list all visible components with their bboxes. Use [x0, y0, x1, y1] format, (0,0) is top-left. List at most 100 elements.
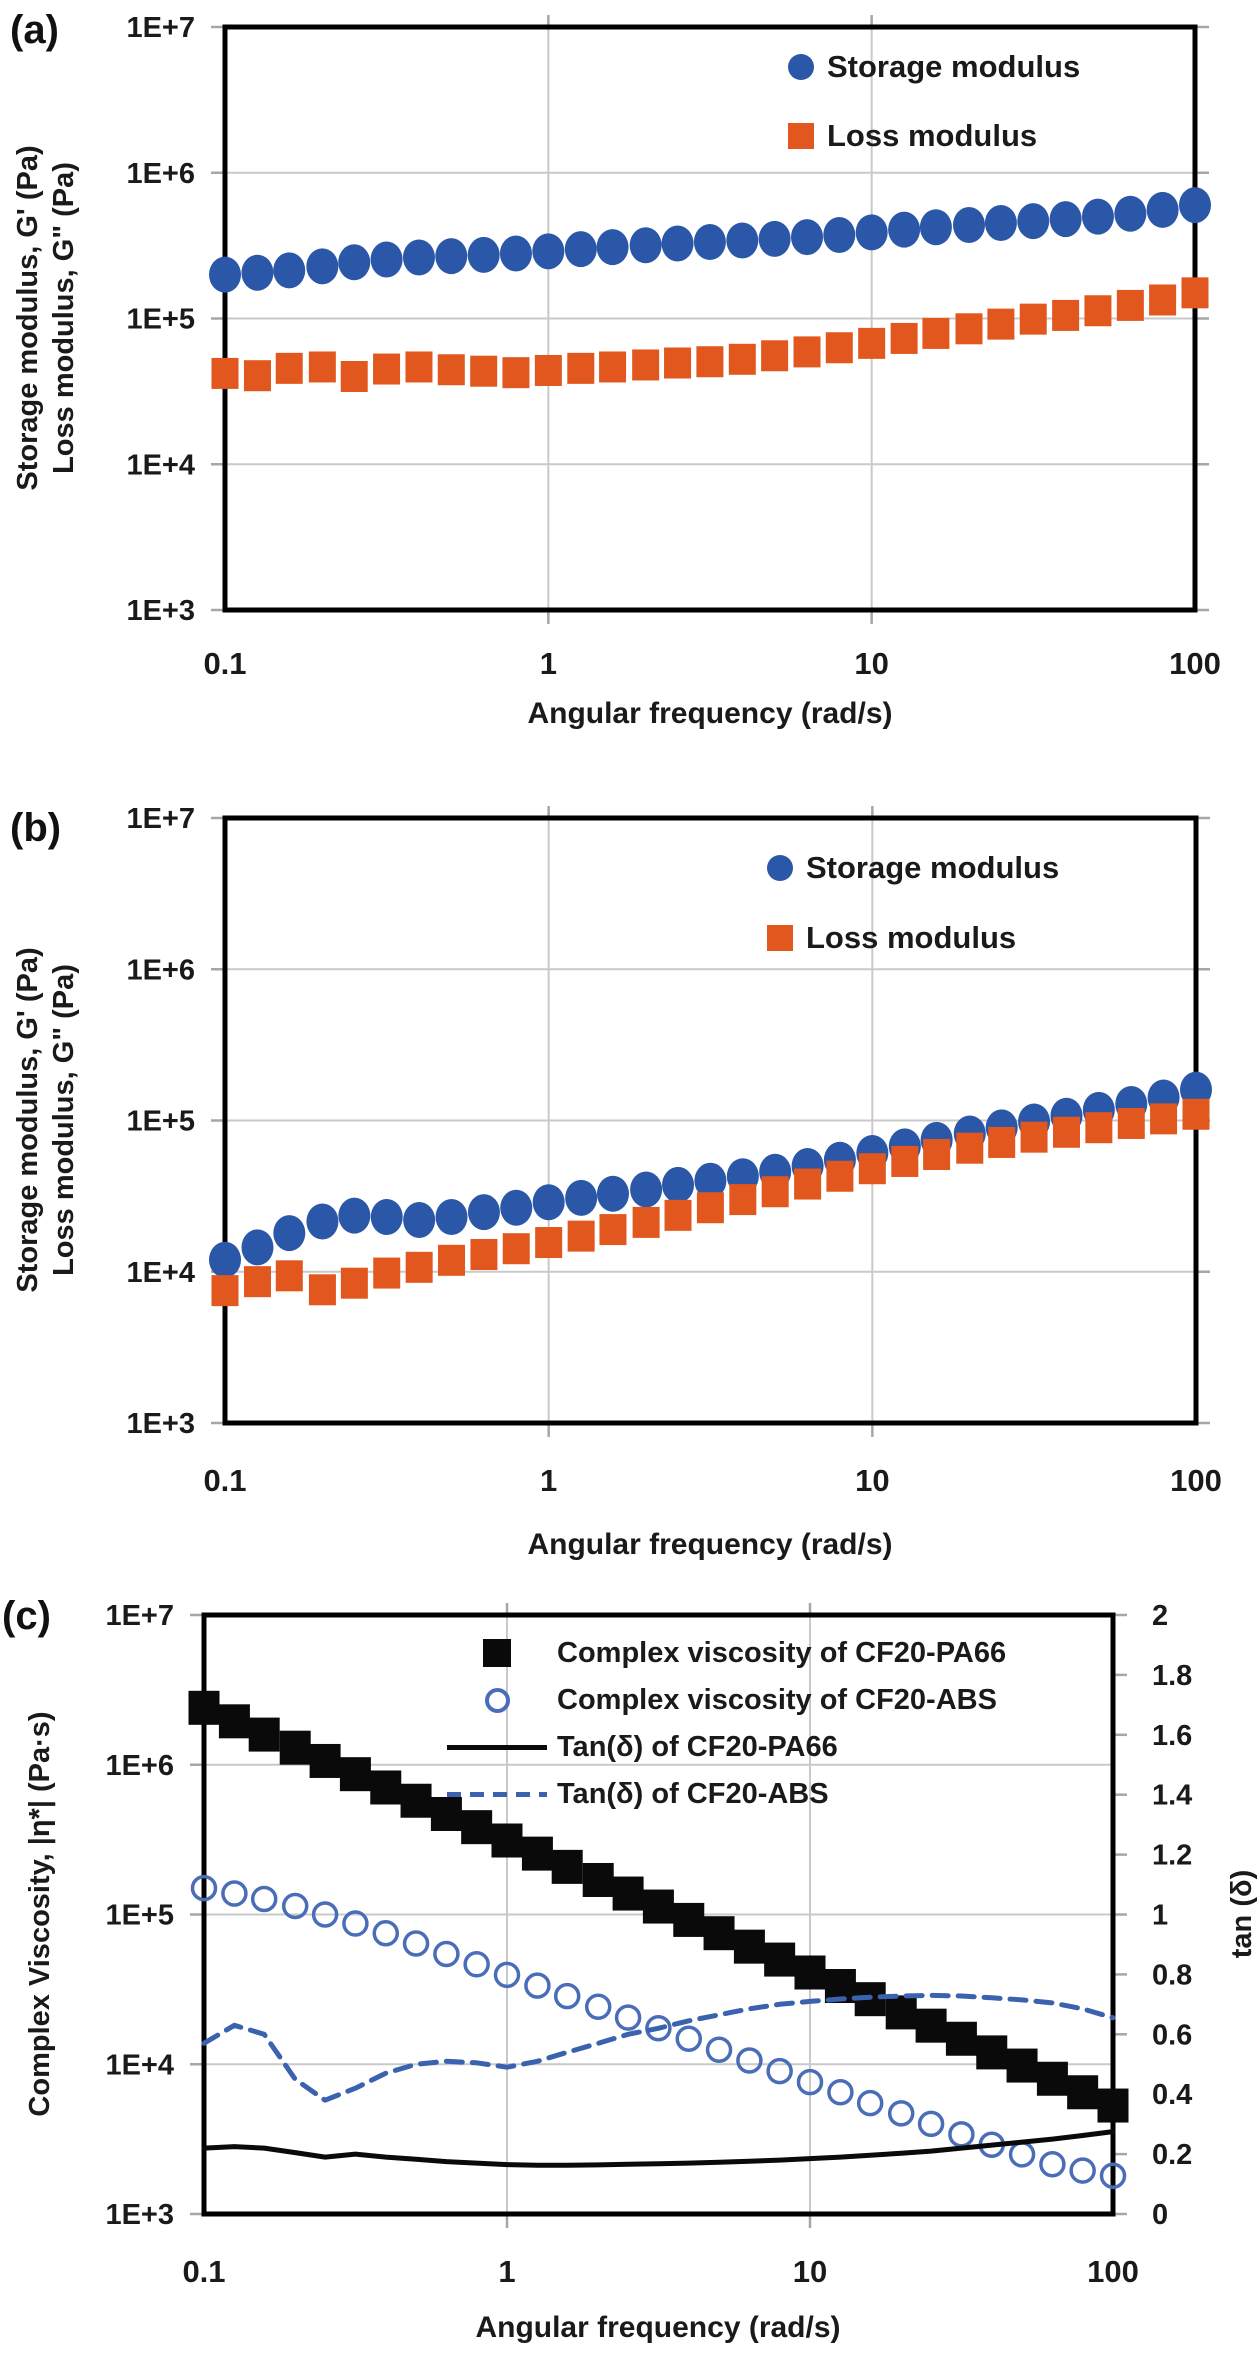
- y-tick-label: 1E+7: [126, 803, 195, 835]
- legend-item-tan-delta-pa66: Tan(δ) of CF20-PA66: [447, 1727, 1006, 1767]
- y-tick-label: 1E+5: [105, 1900, 174, 1932]
- secondary-y-tick-label: 1.8: [1152, 1660, 1192, 1692]
- x-tick-label: 10: [854, 646, 888, 681]
- marker-zone: [447, 1744, 547, 1750]
- x-axis-label-a: Angular frequency (rad/s): [527, 697, 893, 730]
- x-tick-label: 10: [855, 1463, 889, 1498]
- x-tick-label: 100: [1087, 2254, 1139, 2289]
- y-tick-label: 1E+4: [105, 2049, 174, 2081]
- legend-label: Complex viscosity of CF20-PA66: [557, 1636, 1007, 1669]
- y-tick-label: 1E+4: [126, 1257, 195, 1289]
- marker-zone: [447, 1791, 547, 1797]
- y-tick-label: 1E+3: [126, 1408, 195, 1440]
- y-tick-label: 1E+3: [126, 595, 195, 627]
- panel-label-c: (c): [2, 1594, 51, 1638]
- storage-modulus-circle-icon: [767, 855, 793, 881]
- legend-item-storage-modulus: Storage modulus: [788, 46, 1080, 88]
- secondary-y-tick-label: 0.4: [1152, 2079, 1192, 2111]
- y-axis-label-c: Complex Viscosity, |η*| (Pa·s): [22, 1574, 58, 2254]
- legend-label: Storage modulus: [806, 850, 1060, 885]
- series-loss-modulus: [211, 277, 1209, 392]
- secondary-y-tick-label: 0: [1152, 2199, 1168, 2231]
- y-axis-label-b-line2: Loss modulus, G" (Pa): [48, 964, 80, 1276]
- x-tick-label: 0.1: [203, 1463, 246, 1498]
- legend-label: Loss modulus: [827, 118, 1038, 153]
- chart-(c): 1E+71E+61E+51E+41E+30.1 1 10 10021.81.61.41…: [105, 1600, 1192, 2289]
- legend-c: Complex viscosity of CF20-PA66 Complex v…: [447, 1633, 1006, 1814]
- legend-item-tan-delta-abs: Tan(δ) of CF20-ABS: [447, 1774, 1006, 1814]
- y-tick-label: 1E+6: [105, 1750, 174, 1782]
- legend-item-complex-viscosity-abs: Complex viscosity of CF20-ABS: [447, 1680, 1006, 1720]
- y-axis-label-a-line2: Loss modulus, G" (Pa): [48, 162, 80, 474]
- x-axis-label-b: Angular frequency (rad/s): [527, 1528, 893, 1561]
- secondary-y-tick-label: 1.4: [1152, 1780, 1192, 1812]
- y-tick-label: 1E+5: [126, 304, 195, 336]
- loss-modulus-square-icon: [788, 123, 814, 149]
- x-tick-label: 100: [1170, 1463, 1222, 1498]
- tick-labels: 1E+7 1E+6 1E+5 1E+4 1E+30.1 1 10 100: [126, 12, 1220, 681]
- series-complex-viscosity-of-cf20-pa66: [188, 1690, 1129, 2123]
- legend-label: Tan(δ) of CF20-PA66: [557, 1730, 838, 1763]
- y-axis-label-a: Storage modulus, G' (Pa) Loss modulus, G…: [10, 18, 84, 618]
- series-loss-modulus: [211, 1098, 1210, 1307]
- tan-delta-pa66-solid-line-icon: [447, 1744, 547, 1750]
- secondary-y-tick-label: 0.6: [1152, 2019, 1192, 2051]
- complex-viscosity-abs-open-circle-icon: [484, 1687, 510, 1713]
- legend-b: Storage modulus Loss modulus: [767, 847, 1059, 959]
- y-tick-label: 1E+6: [126, 158, 195, 190]
- x-tick-label: 1: [540, 1463, 557, 1498]
- x-tick-label: 10: [793, 2254, 827, 2289]
- legend-label: Complex viscosity of CF20-ABS: [557, 1683, 997, 1716]
- legend-label: Storage modulus: [827, 49, 1081, 84]
- loss-modulus-square-icon: [767, 925, 793, 951]
- secondary-y-tick-label: 0.2: [1152, 2139, 1192, 2171]
- secondary-y-tick-label: 1: [1152, 1900, 1168, 1932]
- x-tick-label: 1: [498, 2254, 515, 2289]
- secondary-y-tick-label: 1.6: [1152, 1720, 1192, 1752]
- legend-item-loss-modulus: Loss modulus: [767, 917, 1059, 959]
- tick-labels: 1E+7 1E+6 1E+5 1E+4 1E+30.1 1 10 100: [126, 803, 1221, 1498]
- y-tick-label: 1E+4: [126, 449, 195, 481]
- y-tick-label: 1E+3: [105, 2199, 174, 2231]
- series-storage-modulus: [209, 187, 1211, 293]
- complex-viscosity-pa66-square-icon: [483, 1639, 511, 1667]
- y-tick-label: 1E+6: [126, 954, 195, 986]
- x-axis-label-c: Angular frequency (rad/s): [475, 2311, 841, 2344]
- series-tan-of-cf20-abs: [201, 1992, 1116, 2103]
- chart-(a): 1E+7 1E+6 1E+5 1E+4 1E+30.1 1 10 100: [126, 12, 1220, 681]
- tan-delta-abs-dashed-line-icon: [447, 1791, 547, 1797]
- panel-label-b: (b): [10, 806, 62, 850]
- chart-(b): 1E+7 1E+6 1E+5 1E+4 1E+30.1 1 10 100: [126, 803, 1221, 1498]
- secondary-y-tick-label: 1.2: [1152, 1840, 1192, 1872]
- y-axis-label-a-line1: Storage modulus, G' (Pa): [12, 145, 44, 491]
- legend-item-storage-modulus: Storage modulus: [767, 847, 1059, 889]
- secondary-y-tick-label: 2: [1152, 1600, 1168, 1632]
- legend-item-loss-modulus: Loss modulus: [788, 115, 1080, 157]
- secondary-y-axis-label-c: tan (δ): [1226, 1869, 1258, 1959]
- y-axis-label-c-line1: Complex Viscosity, |η*| (Pa·s): [24, 1711, 56, 2117]
- legend-a: Storage modulus Loss modulus: [788, 46, 1080, 157]
- marker-zone: [447, 1639, 547, 1667]
- secondary-y-tick-label: 0.8: [1152, 1959, 1192, 1991]
- y-axis-label-b-line1: Storage modulus, G' (Pa): [12, 947, 44, 1293]
- legend-item-complex-viscosity-pa66: Complex viscosity of CF20-PA66: [447, 1633, 1006, 1673]
- series-complex-viscosity-of-cf20-abs: [190, 1874, 1127, 2190]
- y-tick-label: 1E+5: [126, 1106, 195, 1138]
- marker-zone: [447, 1687, 547, 1713]
- x-tick-label: 0.1: [182, 2254, 225, 2289]
- storage-modulus-circle-icon: [788, 54, 814, 80]
- series-storage-modulus: [209, 1071, 1212, 1278]
- tick-labels: 1E+71E+61E+51E+41E+30.1 1 10 10021.81.61.41…: [105, 1600, 1192, 2289]
- y-axis-label-b: Storage modulus, G' (Pa) Loss modulus, G…: [10, 820, 84, 1420]
- x-tick-label: 1: [540, 646, 557, 681]
- series-tan-of-cf20-pa66: [201, 2129, 1116, 2168]
- y-tick-label: 1E+7: [126, 12, 195, 44]
- x-tick-label: 0.1: [203, 646, 246, 681]
- x-tick-label: 100: [1169, 646, 1221, 681]
- panel-label-a: (a): [10, 8, 59, 52]
- legend-label: Tan(δ) of CF20-ABS: [557, 1777, 829, 1810]
- y-tick-label: 1E+7: [105, 1600, 174, 1632]
- legend-label: Loss modulus: [806, 920, 1017, 955]
